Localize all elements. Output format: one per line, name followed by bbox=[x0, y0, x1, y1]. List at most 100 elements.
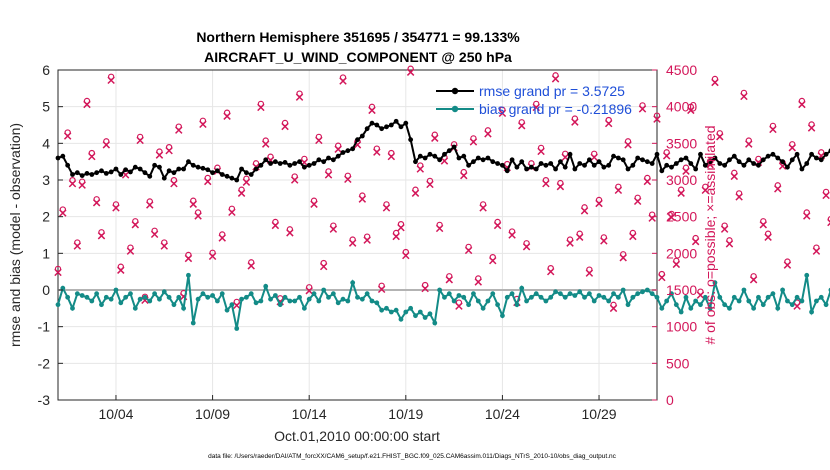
obs-assimilated-marker bbox=[223, 112, 231, 120]
obs-assimilated-marker bbox=[257, 103, 265, 112]
rmse-point bbox=[384, 124, 389, 130]
rmse-point bbox=[500, 162, 505, 168]
rmse-point bbox=[644, 159, 650, 165]
obs-assimilated-marker bbox=[445, 276, 454, 284]
bias-point bbox=[615, 294, 621, 300]
obs-assimilated-marker bbox=[479, 204, 487, 212]
bias-point bbox=[258, 298, 264, 304]
y-axis-right-label: # of obs: o=possible; ×=assimilated bbox=[702, 125, 718, 344]
plot-area-frame bbox=[57, 69, 658, 401]
rmse-point bbox=[741, 162, 747, 168]
obs-assimilated-marker bbox=[416, 165, 425, 173]
legend-rmse-label: rmse grand pr = 3.5725 bbox=[479, 83, 625, 99]
obs-assimilated-marker bbox=[382, 204, 391, 212]
obs-assimilated-marker bbox=[228, 208, 236, 217]
obs-assimilated-marker bbox=[160, 242, 169, 250]
obs-assimilated-marker bbox=[460, 171, 468, 180]
bias-point bbox=[586, 291, 592, 297]
bias-point bbox=[243, 294, 249, 300]
bias-point bbox=[785, 298, 790, 304]
y-tick-label-right: 1000 bbox=[666, 319, 697, 335]
obs-assimilated-marker bbox=[590, 153, 598, 162]
rmse-point bbox=[292, 161, 298, 166]
obs-assimilated-marker bbox=[295, 93, 304, 101]
bias-point bbox=[190, 320, 196, 326]
obs-assimilated-marker bbox=[464, 246, 473, 255]
bias-point bbox=[210, 293, 215, 298]
rmse-point bbox=[326, 155, 331, 161]
bias-point bbox=[171, 302, 177, 308]
legend: rmse grand pr = 3.5725 bias grand pr = -… bbox=[436, 83, 632, 117]
rmse-point bbox=[789, 157, 795, 163]
bias-point bbox=[364, 291, 370, 297]
rmse-point bbox=[480, 157, 486, 163]
obs-assimilated-marker bbox=[315, 136, 323, 145]
bias-point bbox=[461, 294, 467, 300]
bias-point bbox=[722, 302, 728, 308]
bias-point bbox=[500, 313, 505, 319]
obs-assimilated-marker bbox=[131, 221, 140, 229]
obs-assimilated-marker bbox=[59, 209, 67, 217]
obs-assimilated-marker bbox=[324, 171, 333, 179]
rmse-point bbox=[210, 170, 215, 176]
rmse-point bbox=[683, 155, 689, 161]
obs-assimilated-marker bbox=[368, 106, 376, 115]
y-tick-label-right: 2500 bbox=[666, 209, 697, 225]
obs-assimilated-marker bbox=[421, 284, 429, 293]
obs-assimilated-marker bbox=[774, 185, 782, 193]
rmse-point bbox=[688, 161, 694, 166]
rmse-point bbox=[321, 159, 327, 165]
bias-point bbox=[707, 305, 713, 311]
bias-point bbox=[229, 302, 235, 308]
rmse-point bbox=[543, 162, 549, 168]
bias-point bbox=[794, 294, 800, 300]
bias-point bbox=[94, 291, 100, 297]
obs-assimilated-marker bbox=[194, 212, 202, 220]
rmse-point bbox=[823, 151, 829, 157]
chart-title-line2: AIRCRAFT_U_WIND_COMPONENT @ 250 hPa bbox=[204, 49, 512, 65]
bias-point bbox=[384, 305, 389, 311]
rmse-point bbox=[224, 173, 230, 179]
bias-point bbox=[200, 291, 206, 297]
obs-assimilated-marker bbox=[807, 124, 816, 132]
rmse-point bbox=[475, 155, 481, 161]
obs-assimilated-marker bbox=[696, 291, 705, 299]
rmse-point bbox=[282, 160, 288, 165]
rmse-point bbox=[591, 162, 597, 168]
obs-assimilated-marker bbox=[247, 262, 255, 270]
y-tick-label-right: 3000 bbox=[666, 172, 697, 188]
bias-point bbox=[195, 296, 201, 302]
rmse-point bbox=[814, 155, 819, 161]
bias-point bbox=[301, 305, 307, 311]
rmse-point bbox=[171, 170, 177, 176]
bias-point bbox=[388, 309, 394, 315]
obs-assimilated-marker bbox=[542, 179, 550, 188]
bias-point bbox=[823, 302, 829, 308]
bias-point bbox=[427, 311, 433, 317]
rmse-point bbox=[388, 122, 394, 128]
bias-point bbox=[79, 293, 85, 298]
rmse-point bbox=[176, 166, 182, 172]
obs-assimilated-marker bbox=[440, 157, 449, 165]
x-tick-label: 10/14 bbox=[292, 406, 327, 422]
obs-assimilated-marker bbox=[730, 172, 739, 181]
bias-series bbox=[55, 272, 830, 331]
bias-point bbox=[514, 302, 520, 308]
bias-point bbox=[306, 296, 312, 302]
obs-assimilated-marker bbox=[218, 234, 226, 242]
y-tick-label-left: 2 bbox=[42, 209, 50, 225]
rmse-point bbox=[239, 166, 244, 172]
rmse-point bbox=[79, 173, 85, 179]
bias-point bbox=[504, 294, 510, 300]
x-tick-label: 10/09 bbox=[195, 406, 230, 422]
bias-point bbox=[297, 294, 302, 300]
bias-point bbox=[224, 307, 230, 313]
legend-bias-label: bias grand pr = -0.21896 bbox=[479, 101, 632, 117]
obs-assimilated-marker bbox=[126, 247, 135, 255]
rmse-point bbox=[780, 159, 785, 165]
bias-point bbox=[741, 287, 747, 293]
rmse-point bbox=[84, 171, 90, 176]
obs-assimilated-marker bbox=[435, 224, 444, 233]
rmse-point bbox=[770, 151, 776, 157]
bias-point bbox=[408, 305, 414, 311]
